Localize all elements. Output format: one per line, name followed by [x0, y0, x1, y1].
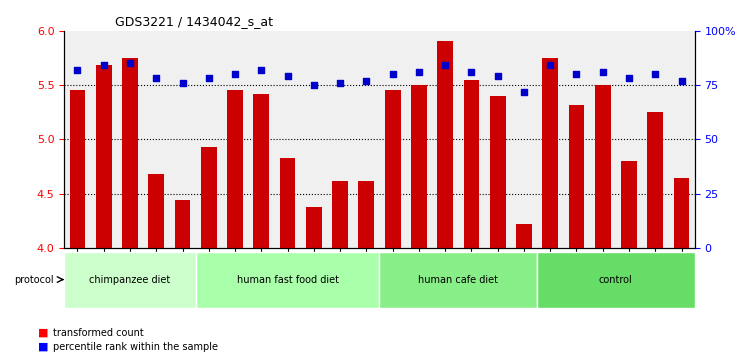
Point	[124, 61, 136, 66]
Bar	[279, 158, 295, 249]
Text: transformed count: transformed count	[53, 328, 143, 338]
Text: control: control	[599, 275, 633, 285]
Point	[203, 76, 215, 81]
Bar	[201, 147, 216, 249]
Bar	[516, 224, 532, 249]
Bar	[647, 112, 663, 249]
Bar	[490, 96, 505, 249]
Bar	[96, 65, 112, 249]
Point	[518, 89, 530, 95]
Point	[544, 63, 556, 68]
Text: ■: ■	[38, 328, 48, 338]
Bar	[306, 207, 321, 249]
Bar	[542, 58, 558, 249]
Bar	[358, 181, 374, 249]
Text: ■: ■	[38, 342, 48, 352]
Text: human cafe diet: human cafe diet	[418, 275, 498, 285]
Bar	[227, 91, 243, 249]
Point	[675, 78, 687, 84]
Bar	[149, 175, 164, 249]
FancyBboxPatch shape	[196, 252, 379, 308]
Bar	[253, 94, 269, 249]
Point	[308, 82, 320, 88]
Text: protocol: protocol	[14, 275, 54, 285]
Point	[71, 67, 83, 73]
Bar	[332, 181, 348, 249]
Bar	[70, 91, 86, 249]
Point	[623, 76, 635, 81]
Text: percentile rank within the sample: percentile rank within the sample	[53, 342, 218, 352]
Point	[466, 69, 478, 75]
Point	[98, 63, 110, 68]
Point	[334, 80, 346, 86]
Point	[150, 76, 162, 81]
FancyBboxPatch shape	[65, 252, 196, 308]
Text: chimpanzee diet: chimpanzee diet	[89, 275, 170, 285]
Bar	[175, 200, 191, 249]
Bar	[437, 41, 453, 249]
Text: human fast food diet: human fast food diet	[237, 275, 339, 285]
Point	[571, 71, 583, 77]
Bar	[569, 105, 584, 249]
Bar	[411, 85, 427, 249]
Bar	[385, 91, 400, 249]
Point	[439, 63, 451, 68]
FancyBboxPatch shape	[537, 252, 695, 308]
Point	[413, 69, 425, 75]
Point	[387, 71, 399, 77]
Text: GDS3221 / 1434042_s_at: GDS3221 / 1434042_s_at	[115, 15, 273, 28]
Point	[282, 74, 294, 79]
Bar	[621, 161, 637, 249]
Point	[360, 78, 372, 84]
Point	[255, 67, 267, 73]
Bar	[595, 85, 611, 249]
Point	[176, 80, 189, 86]
Point	[492, 74, 504, 79]
Bar	[463, 80, 479, 249]
Point	[229, 71, 241, 77]
Point	[650, 71, 662, 77]
Point	[597, 69, 609, 75]
Bar	[122, 58, 138, 249]
Bar	[674, 178, 689, 249]
FancyBboxPatch shape	[379, 252, 537, 308]
